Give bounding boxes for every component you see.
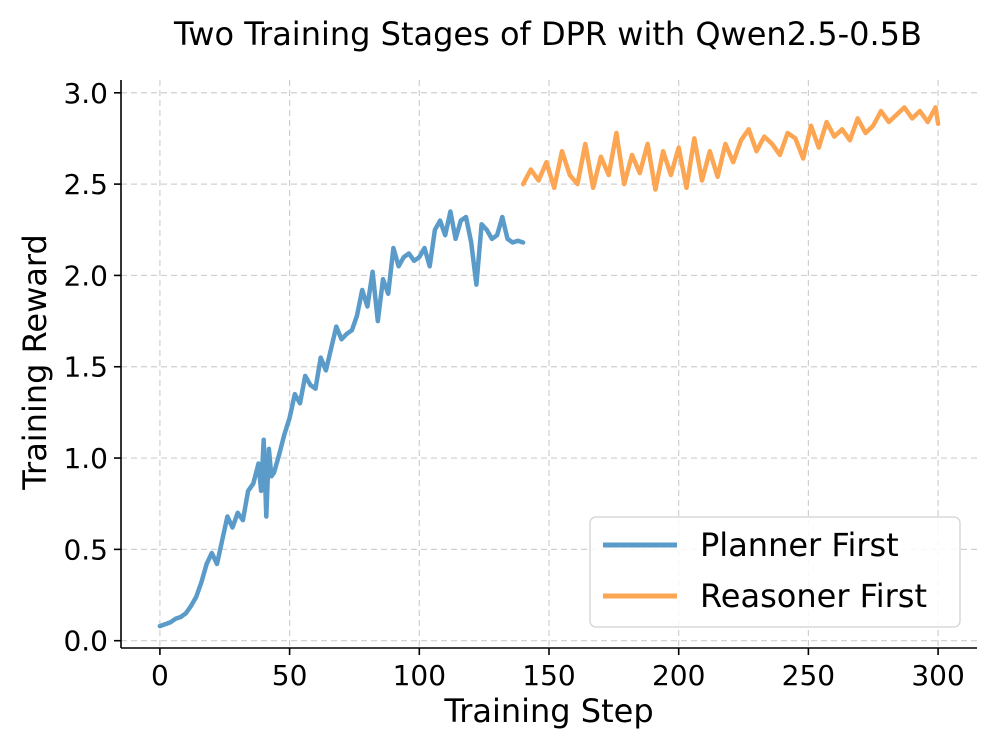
x-tick-label-3: 150 [522,659,575,692]
x-ticks: 0 50 100 150 200 250 300 [151,648,965,692]
y-ticks: 0.0 0.5 1.0 1.5 2.0 2.5 3.0 [63,77,121,658]
y-tick-label-2: 1.0 [63,442,108,475]
y-axis-label: Training Reward [16,234,54,491]
series-line-reasoner-first [520,105,941,192]
legend: Planner First Reasoner First [589,516,961,628]
x-axis-label: Training Step [443,692,653,730]
y-tick-label-4: 2.0 [63,259,108,292]
x-tick-label-1: 50 [272,659,308,692]
y-tick-label-5: 2.5 [63,168,108,201]
y-tick-label-0: 0.0 [63,625,108,658]
y-tick-label-1: 0.5 [63,533,108,566]
series-lines [157,105,941,629]
legend-box [589,516,961,628]
y-tick-label-6: 3.0 [63,77,108,110]
legend-label-reasoner-first: Reasoner First [700,577,927,615]
x-tick-label-4: 200 [652,659,705,692]
x-tick-label-0: 0 [151,659,169,692]
series-line-planner-first [157,209,526,629]
x-tick-label-5: 250 [782,659,835,692]
legend-label-planner-first: Planner First [700,526,899,564]
x-tick-label-6: 300 [911,659,964,692]
chart-title: Two Training Stages of DPR with Qwen2.5-… [173,15,922,53]
y-tick-label-3: 1.5 [63,351,108,384]
x-tick-label-2: 100 [393,659,446,692]
